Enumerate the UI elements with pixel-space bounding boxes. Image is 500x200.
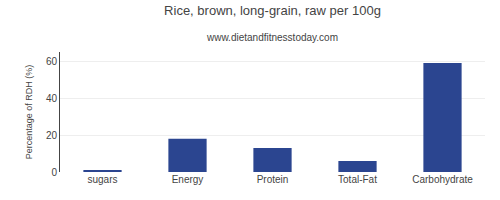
svg-text:Percentage of RDH (%): Percentage of RDH (%): [24, 65, 34, 160]
svg-text:Protein: Protein: [257, 174, 289, 185]
svg-text:Carbohydrate: Carbohydrate: [412, 174, 473, 185]
svg-text:60: 60: [46, 56, 58, 67]
svg-text:www.dietandfitnesstoday.com: www.dietandfitnesstoday.com: [206, 32, 338, 43]
svg-text:Rice, brown, long-grain, raw p: Rice, brown, long-grain, raw per 100g: [164, 3, 381, 18]
svg-text:0: 0: [51, 167, 57, 178]
svg-text:Total-Fat: Total-Fat: [338, 174, 377, 185]
svg-text:sugars: sugars: [87, 174, 117, 185]
svg-text:20: 20: [46, 130, 58, 141]
svg-text:40: 40: [46, 93, 58, 104]
svg-text:Energy: Energy: [172, 174, 204, 185]
